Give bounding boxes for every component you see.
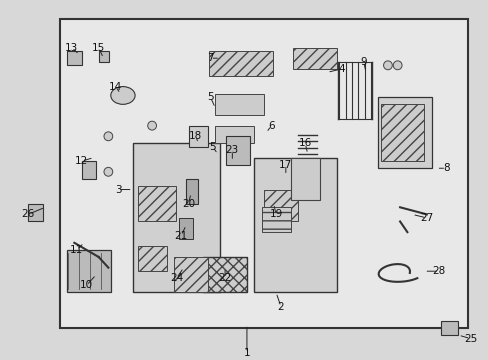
Text: 22: 22 bbox=[218, 273, 231, 283]
Bar bbox=[67, 250, 111, 292]
Text: 24: 24 bbox=[169, 273, 183, 283]
Bar bbox=[264, 189, 297, 221]
Text: 26: 26 bbox=[21, 210, 35, 219]
Ellipse shape bbox=[104, 132, 113, 141]
Text: 19: 19 bbox=[269, 210, 282, 219]
Text: 28: 28 bbox=[431, 266, 445, 276]
Text: 6: 6 bbox=[267, 121, 274, 131]
Bar bbox=[254, 158, 336, 292]
Text: 17: 17 bbox=[279, 160, 292, 170]
Bar bbox=[28, 204, 42, 221]
Bar bbox=[215, 94, 264, 115]
Bar bbox=[225, 136, 250, 165]
Text: 21: 21 bbox=[174, 231, 187, 241]
Text: 3: 3 bbox=[115, 185, 121, 194]
Text: 10: 10 bbox=[80, 280, 93, 291]
Text: 25: 25 bbox=[463, 334, 476, 344]
Ellipse shape bbox=[383, 61, 391, 70]
Circle shape bbox=[111, 87, 135, 104]
Bar bbox=[186, 179, 198, 204]
Text: 14: 14 bbox=[109, 82, 122, 91]
Text: 15: 15 bbox=[92, 42, 105, 53]
Text: 11: 11 bbox=[70, 245, 83, 255]
Bar bbox=[188, 126, 207, 147]
Bar bbox=[137, 246, 166, 271]
Bar bbox=[209, 51, 272, 76]
Bar bbox=[99, 51, 109, 62]
Text: 27: 27 bbox=[419, 213, 432, 223]
Bar bbox=[290, 158, 319, 200]
Text: 23: 23 bbox=[225, 145, 239, 156]
Text: 4: 4 bbox=[338, 64, 345, 74]
Bar bbox=[137, 186, 176, 221]
Text: 18: 18 bbox=[189, 131, 202, 141]
Text: 5: 5 bbox=[207, 92, 213, 102]
Ellipse shape bbox=[104, 167, 113, 176]
Bar bbox=[203, 257, 246, 292]
Bar bbox=[261, 207, 290, 232]
Bar bbox=[441, 321, 458, 335]
Bar bbox=[67, 51, 81, 65]
Text: 2: 2 bbox=[277, 302, 284, 312]
Text: 8: 8 bbox=[442, 163, 448, 173]
Bar bbox=[380, 104, 424, 161]
Ellipse shape bbox=[392, 61, 401, 70]
Bar bbox=[215, 126, 254, 143]
Text: 9: 9 bbox=[360, 57, 366, 67]
Bar bbox=[203, 257, 246, 292]
Text: 1: 1 bbox=[243, 348, 250, 358]
Text: 20: 20 bbox=[182, 199, 195, 209]
Bar bbox=[174, 257, 207, 292]
Bar bbox=[292, 48, 336, 69]
Bar bbox=[179, 218, 193, 239]
FancyBboxPatch shape bbox=[60, 19, 467, 328]
Text: 5: 5 bbox=[209, 142, 216, 152]
Text: 13: 13 bbox=[65, 42, 79, 53]
Ellipse shape bbox=[147, 121, 156, 130]
Text: 12: 12 bbox=[75, 156, 88, 166]
Text: 7: 7 bbox=[207, 53, 213, 63]
Bar bbox=[377, 97, 431, 168]
Text: 16: 16 bbox=[298, 138, 311, 148]
Bar bbox=[81, 161, 96, 179]
Bar bbox=[132, 143, 220, 292]
